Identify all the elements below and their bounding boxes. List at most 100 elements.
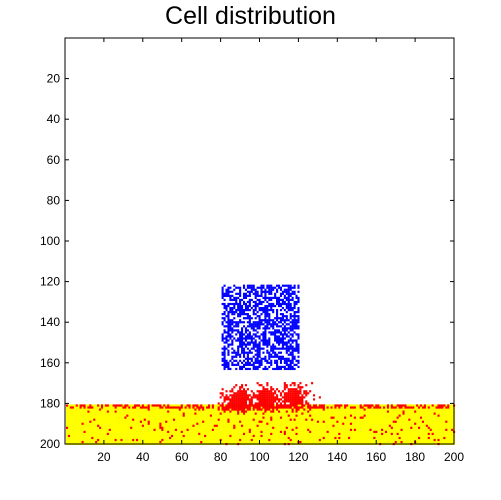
region-1-cell xyxy=(227,286,230,289)
region-3-cell xyxy=(279,406,283,409)
region-1-cell xyxy=(241,298,244,302)
region-1-cell xyxy=(268,319,271,322)
region-3-cell xyxy=(287,414,290,417)
region-3-cell xyxy=(89,406,92,409)
region-3-cell xyxy=(241,424,244,427)
region-2-cell xyxy=(301,398,304,401)
region-1-cell xyxy=(283,367,286,371)
region-1-cell xyxy=(248,337,251,340)
region-1-cell xyxy=(223,292,226,295)
y-tick-label: 60 xyxy=(47,153,61,167)
region-1-cell xyxy=(248,309,251,312)
region-1-cell xyxy=(254,367,257,371)
region-1-cell xyxy=(237,351,240,354)
region-1-cell xyxy=(266,351,269,354)
region-1-cell xyxy=(291,367,294,371)
region-1-cell xyxy=(281,323,284,326)
region-1-cell xyxy=(285,351,288,354)
region-1-cell xyxy=(293,302,296,306)
region-2-cell xyxy=(256,396,259,399)
region-1-cell xyxy=(276,365,279,369)
region-1-cell xyxy=(227,313,230,316)
region-1-cell xyxy=(242,294,246,297)
region-1-cell xyxy=(287,288,290,291)
region-1-cell xyxy=(291,335,294,338)
region-1-cell xyxy=(231,321,234,324)
region-1-cell xyxy=(248,323,251,326)
region-1-cell xyxy=(283,365,286,369)
region-1-cell xyxy=(252,363,255,366)
region-1-cell xyxy=(246,290,249,293)
region-2-cell xyxy=(299,390,302,393)
region-1-cell xyxy=(272,347,275,350)
region-1-cell xyxy=(293,306,296,310)
region-1-cell xyxy=(277,351,281,354)
region-2-cell xyxy=(258,396,261,399)
region-3-cell xyxy=(204,434,207,438)
region-1-cell xyxy=(233,351,236,354)
region-1-cell xyxy=(264,292,267,295)
region-3-cell xyxy=(441,404,444,407)
region-2-cell xyxy=(229,398,232,401)
region-2-cell xyxy=(221,392,224,395)
region-2-cell xyxy=(252,392,255,395)
region-3-cell xyxy=(91,436,94,440)
region-1-cell xyxy=(264,337,267,340)
region-1-cell xyxy=(237,345,240,348)
region-3-cell xyxy=(248,428,251,431)
region-2-cell xyxy=(309,408,312,411)
region-1-cell xyxy=(242,341,246,344)
region-2-cell xyxy=(299,392,302,395)
region-1-cell xyxy=(248,363,251,366)
region-1-cell xyxy=(231,335,234,338)
region-1-cell xyxy=(276,331,279,334)
region-1-cell xyxy=(237,313,240,316)
region-1-cell xyxy=(276,341,279,344)
region-3-cell xyxy=(93,418,96,421)
region-2-cell xyxy=(258,392,261,395)
region-1-cell xyxy=(293,347,296,350)
region-1-cell xyxy=(244,337,248,340)
region-1-cell xyxy=(221,357,224,360)
region-3-cell xyxy=(418,406,421,409)
region-1-cell xyxy=(246,333,249,336)
region-3-cell xyxy=(402,404,405,407)
region-1-cell xyxy=(264,327,267,330)
region-2-cell xyxy=(242,392,246,395)
region-2-cell xyxy=(260,402,263,405)
region-1-cell xyxy=(252,337,255,340)
region-1-cell xyxy=(276,337,279,340)
region-2-cell xyxy=(229,400,232,403)
region-1-cell xyxy=(268,337,271,340)
region-2-cell xyxy=(262,392,265,395)
region-3-cell xyxy=(159,406,162,409)
region-2-cell xyxy=(297,402,300,405)
region-2-cell xyxy=(293,394,296,397)
region-1-cell xyxy=(283,288,286,291)
region-3-cell xyxy=(447,404,450,407)
region-2-cell xyxy=(244,390,248,393)
region-2-cell xyxy=(239,396,242,399)
region-1-cell xyxy=(242,365,246,369)
region-2-cell xyxy=(241,392,244,395)
region-3-cell xyxy=(128,406,131,409)
region-1-cell xyxy=(277,337,281,340)
region-1-cell xyxy=(268,321,271,324)
region-2-cell xyxy=(223,410,226,413)
region-3-cell xyxy=(139,420,142,423)
region-1-cell xyxy=(221,317,224,320)
region-1-cell xyxy=(270,323,273,326)
region-1-cell xyxy=(254,357,257,360)
region-1-cell xyxy=(277,286,281,289)
region-1-cell xyxy=(221,313,224,316)
region-3-cell xyxy=(165,406,168,409)
region-1-cell xyxy=(248,284,251,287)
region-1-cell xyxy=(227,290,230,293)
region-1-cell xyxy=(283,290,286,293)
region-3-cell xyxy=(404,404,407,407)
region-1-cell xyxy=(262,296,265,299)
region-1-cell xyxy=(268,331,271,334)
region-1-cell xyxy=(250,337,253,340)
region-1-cell xyxy=(285,311,288,314)
region-3-cell xyxy=(167,430,170,433)
